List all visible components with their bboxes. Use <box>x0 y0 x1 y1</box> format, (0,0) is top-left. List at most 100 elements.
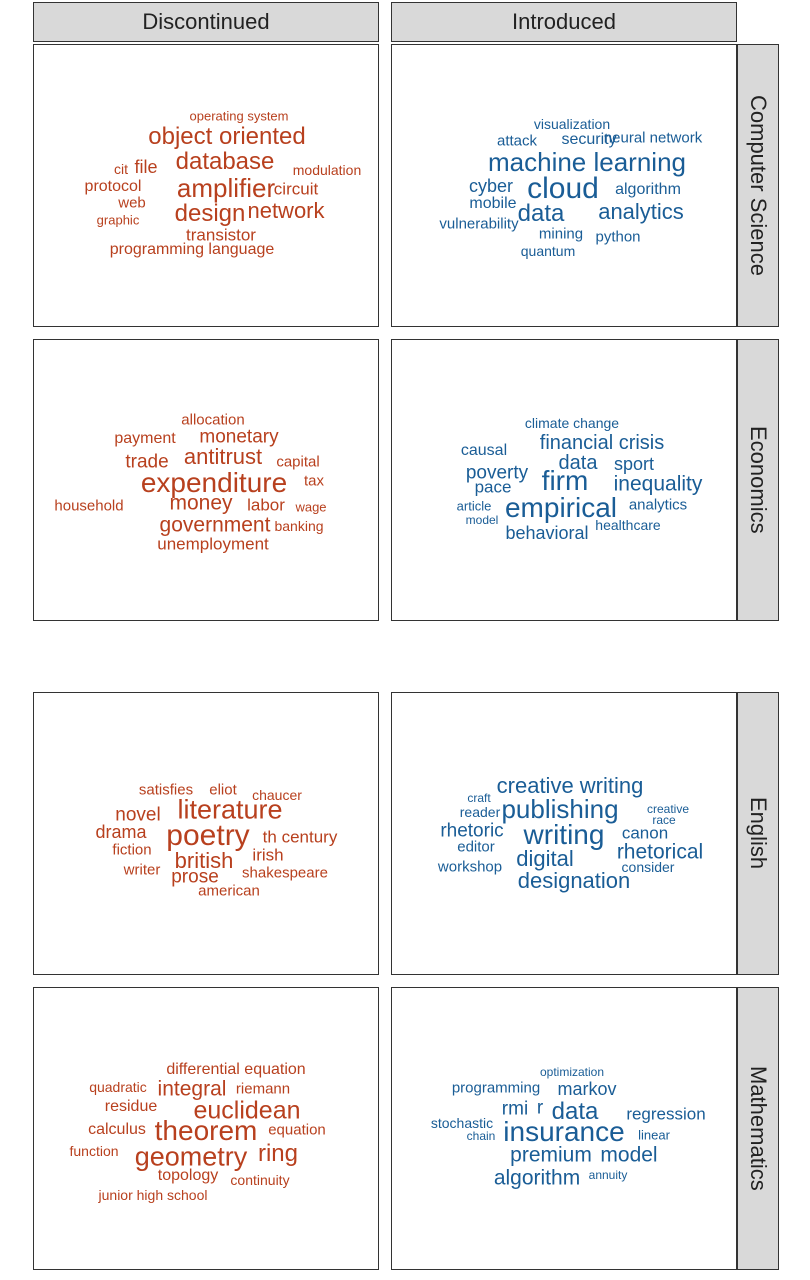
word-cloud-term: model <box>465 513 499 527</box>
word-cloud-term: programming language <box>109 241 275 258</box>
word-cloud-term: ring <box>257 1140 299 1167</box>
column-header-introduced: Introduced <box>391 2 737 42</box>
word-cloud-term: healthcare <box>595 517 661 533</box>
word-cloud-term: model <box>600 1143 658 1167</box>
word-cloud-term: regression <box>626 1104 706 1124</box>
word-cloud-term: linear <box>638 1127 670 1143</box>
word-cloud-term: craft <box>467 791 491 805</box>
word-cloud-term: neural network <box>603 129 703 147</box>
word-cloud-term: firm <box>541 465 589 496</box>
word-cloud-term: cloud <box>527 172 599 205</box>
word-cloud-term: markov <box>557 1079 617 1099</box>
row-label-text: Economics <box>746 426 771 534</box>
word-cloud-term: continuity <box>230 1172 290 1188</box>
word-cloud-term: riemann <box>235 1080 291 1098</box>
word-cloud-term: novel <box>115 804 161 826</box>
word-cloud-term: writer <box>123 861 161 879</box>
word-cloud-term: calculus <box>88 1121 146 1138</box>
word-cloud-term: editor <box>457 838 495 856</box>
word-cloud-term: equation <box>268 1121 326 1139</box>
word-cloud-term: residue <box>104 1098 158 1115</box>
word-cloud-term: creative <box>646 802 690 816</box>
word-cloud-term: allocation <box>181 411 245 429</box>
word-cloud-term: canon <box>621 823 669 843</box>
word-cloud-term: file <box>134 157 158 177</box>
word-cloud-term: trade <box>125 451 169 473</box>
wordcloud-panel-english-discontinued: satisfies eliot chaucer novel literature dram… <box>33 692 379 975</box>
word-cloud-term: publishing <box>501 794 619 824</box>
word-cloud-term: theorem <box>154 1115 258 1146</box>
word-cloud-term: database <box>175 148 275 175</box>
word-cloud-term: workshop <box>437 858 503 876</box>
word-cloud-term: pace <box>474 477 512 497</box>
word-cloud-term: empirical <box>504 492 618 523</box>
word-cloud-term: analytics <box>628 496 688 514</box>
word-cloud-term: visualization <box>533 116 611 132</box>
wordcloud-panel-economics-discontinued: allocation payment monetary trade antitrust c… <box>33 339 379 621</box>
word-cloud-term: algorithm <box>615 181 681 198</box>
word-cloud-term: data <box>551 1098 599 1125</box>
word-cloud-term: function <box>69 1143 119 1159</box>
word-cloud-term: amplifier <box>176 173 276 203</box>
word-cloud-term: chain <box>466 1129 496 1143</box>
word-cloud-term: algorithm <box>493 1166 581 1190</box>
word-cloud-term: creative writing <box>496 773 644 798</box>
word-cloud-term: banking <box>274 518 324 534</box>
word-cloud-term: rhetoric <box>440 820 504 842</box>
word-cloud-term: vulnerability <box>439 215 519 233</box>
word-cloud-term: analytics <box>598 199 684 224</box>
word-cloud-term: euclidean <box>193 1096 301 1125</box>
word-cloud-term: mobile <box>469 195 517 212</box>
word-cloud-term: attack <box>496 132 538 150</box>
column-header-discontinued-label: Discontinued <box>142 9 270 34</box>
word-cloud-term: quadratic <box>89 1079 147 1095</box>
word-cloud-term: quantum <box>520 243 576 259</box>
word-cloud-term: machine learning <box>487 147 687 177</box>
word-cloud-term: differential equation <box>166 1061 306 1078</box>
word-cloud-term: poverty <box>465 462 529 484</box>
column-header-discontinued: Discontinued <box>33 2 379 42</box>
word-cloud-term: labor <box>247 495 285 515</box>
word-cloud-term: python <box>595 228 641 246</box>
word-cloud-term: annuity <box>588 1168 628 1182</box>
word-cloud-term: operating system <box>189 108 289 124</box>
word-cloud-term: optimization <box>539 1065 605 1079</box>
column-header-introduced-label: Introduced <box>512 9 616 34</box>
word-cloud-term: stochastic <box>430 1115 494 1131</box>
row-label-text: English <box>746 797 771 870</box>
word-cloud-term: cyber <box>468 176 514 196</box>
word-cloud-term: modulation <box>292 162 362 178</box>
word-cloud-term: r <box>536 1097 544 1119</box>
word-cloud-term: data <box>517 200 565 227</box>
word-cloud-term: wage <box>295 499 327 515</box>
word-cloud-term: premium <box>510 1143 592 1167</box>
word-cloud-term: integral <box>157 1077 227 1101</box>
word-cloud-term: article <box>456 498 492 514</box>
word-cloud-term: household <box>54 497 124 515</box>
word-cloud-term: rhetorical <box>616 840 704 864</box>
word-cloud-term: eliot <box>209 781 237 799</box>
word-cloud-term: american <box>198 882 260 900</box>
row-label-text: Mathematics <box>746 1066 771 1191</box>
word-cloud-term: satisfies <box>138 781 194 799</box>
word-cloud-term: circuit <box>273 179 319 199</box>
word-cloud-term: drama <box>95 822 147 842</box>
word-cloud-term: consider <box>621 859 675 875</box>
row-label-economics: Economics <box>737 339 779 621</box>
row-label-computer-science: Computer Science <box>737 44 779 327</box>
wordcloud-panel-cs-introduced: visualization attack security neural networ… <box>391 44 737 327</box>
word-cloud-term: race <box>652 813 676 827</box>
word-cloud-term: sport <box>613 454 655 474</box>
wordcloud-panel-cs-discontinued: operating system object oriented database c… <box>33 44 379 327</box>
word-cloud-term: reader <box>459 804 501 820</box>
word-cloud-term: topology <box>157 1167 219 1184</box>
word-cloud-term: behavioral <box>505 523 589 543</box>
word-cloud-term: junior high school <box>98 1187 208 1203</box>
word-cloud-term: literature <box>177 794 283 825</box>
row-label-text: Computer Science <box>746 95 771 276</box>
word-cloud-term: inequality <box>613 472 703 496</box>
word-cloud-term: causal <box>460 442 508 459</box>
word-cloud-term: payment <box>114 430 176 447</box>
word-cloud-term: poetry <box>166 819 250 852</box>
word-cloud-term: network <box>247 198 325 223</box>
